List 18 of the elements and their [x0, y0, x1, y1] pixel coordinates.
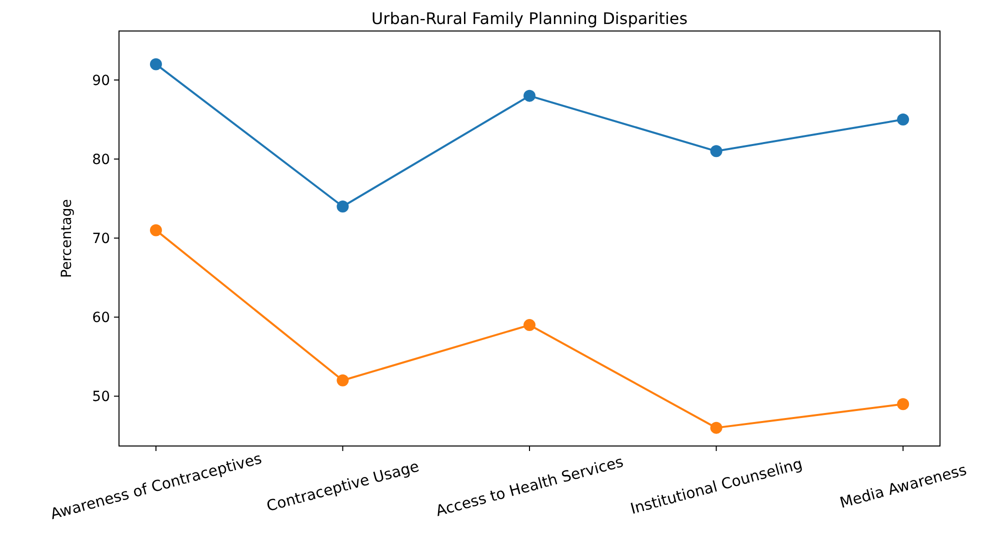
point	[524, 319, 536, 332]
point	[150, 58, 162, 70]
point	[897, 398, 910, 410]
chart-title: Urban-Rural Family Planning Disparities	[371, 9, 688, 28]
y-tick-label: 50	[92, 389, 110, 406]
y-tick-label: 90	[92, 72, 110, 89]
x-tick-label: Access to Health Services	[434, 452, 626, 520]
point	[336, 374, 349, 386]
point	[336, 200, 349, 212]
point	[524, 90, 536, 102]
y-tick-label: 60	[92, 310, 110, 326]
point	[150, 224, 162, 236]
point	[897, 114, 910, 126]
point	[710, 145, 722, 158]
y-tick-label: 80	[92, 152, 110, 168]
point	[710, 422, 722, 434]
y-axis-title: Percentage	[59, 199, 75, 278]
y-tick-label: 70	[92, 231, 110, 248]
